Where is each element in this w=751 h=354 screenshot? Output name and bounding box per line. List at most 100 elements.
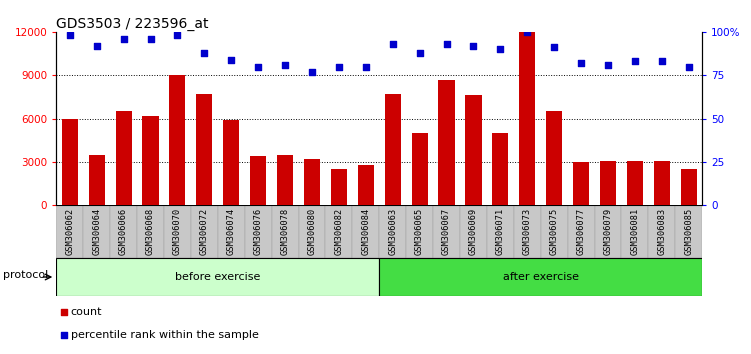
Text: GSM306062: GSM306062 — [65, 208, 74, 255]
Bar — [330, 169, 347, 205]
Bar — [164, 205, 191, 258]
Bar — [137, 205, 164, 258]
Text: GSM306067: GSM306067 — [442, 208, 451, 255]
Text: GSM306069: GSM306069 — [469, 208, 478, 255]
Text: GSM306066: GSM306066 — [119, 208, 128, 255]
Bar — [110, 205, 137, 258]
Bar — [514, 205, 541, 258]
Bar — [299, 205, 325, 258]
Bar — [83, 205, 110, 258]
Bar — [568, 205, 595, 258]
Text: GSM306063: GSM306063 — [388, 208, 397, 255]
Point — [656, 58, 668, 64]
Point — [441, 41, 453, 47]
Bar — [325, 205, 352, 258]
Point — [306, 69, 318, 75]
Bar — [304, 159, 320, 205]
Bar — [218, 205, 245, 258]
Point — [225, 57, 237, 62]
Bar — [277, 155, 293, 205]
Text: GSM306076: GSM306076 — [254, 208, 263, 255]
Text: GDS3503 / 223596_at: GDS3503 / 223596_at — [56, 17, 209, 31]
Text: GSM306064: GSM306064 — [92, 208, 101, 255]
Text: count: count — [71, 307, 102, 318]
Bar — [223, 120, 240, 205]
Bar — [675, 205, 702, 258]
Bar — [573, 162, 589, 205]
Bar — [56, 205, 83, 258]
Bar — [379, 258, 702, 296]
Text: GSM306065: GSM306065 — [415, 208, 424, 255]
Bar — [385, 94, 401, 205]
Bar — [272, 205, 299, 258]
Bar — [600, 160, 616, 205]
Text: after exercise: after exercise — [502, 272, 579, 282]
Point — [58, 309, 70, 315]
Text: GSM306078: GSM306078 — [281, 208, 290, 255]
Text: GSM306082: GSM306082 — [334, 208, 343, 255]
Text: GSM306077: GSM306077 — [577, 208, 586, 255]
Text: GSM306068: GSM306068 — [146, 208, 155, 255]
Bar — [250, 156, 266, 205]
Bar — [143, 116, 158, 205]
Point — [629, 58, 641, 64]
Text: protocol: protocol — [3, 270, 48, 280]
Text: percentile rank within the sample: percentile rank within the sample — [71, 330, 258, 341]
Point — [58, 333, 70, 338]
Bar — [412, 133, 428, 205]
Bar — [379, 205, 406, 258]
Bar — [487, 205, 514, 258]
Text: GSM306079: GSM306079 — [604, 208, 613, 255]
Point — [683, 64, 695, 69]
Bar — [406, 205, 433, 258]
Bar — [546, 112, 562, 205]
Text: GSM306074: GSM306074 — [227, 208, 236, 255]
Point — [91, 43, 103, 48]
Text: GSM306073: GSM306073 — [523, 208, 532, 255]
Point — [333, 64, 345, 69]
Point — [602, 62, 614, 68]
Bar — [433, 205, 460, 258]
Text: GSM306081: GSM306081 — [630, 208, 639, 255]
Bar — [56, 258, 379, 296]
Point — [118, 36, 130, 42]
Bar — [466, 96, 481, 205]
Bar — [648, 205, 675, 258]
Text: GSM306084: GSM306084 — [361, 208, 370, 255]
Bar — [541, 205, 568, 258]
Point — [252, 64, 264, 69]
Bar — [460, 205, 487, 258]
Text: GSM306080: GSM306080 — [307, 208, 316, 255]
Point — [64, 33, 76, 38]
Bar — [89, 155, 105, 205]
Point — [144, 36, 156, 42]
Bar — [627, 160, 643, 205]
Bar — [595, 205, 622, 258]
Text: GSM306070: GSM306070 — [173, 208, 182, 255]
Point — [467, 43, 479, 48]
Point — [279, 62, 291, 68]
Bar — [170, 75, 185, 205]
Point — [360, 64, 372, 69]
Point — [171, 33, 183, 38]
Bar — [191, 205, 218, 258]
Text: before exercise: before exercise — [175, 272, 261, 282]
Point — [198, 50, 210, 56]
Text: GSM306075: GSM306075 — [550, 208, 559, 255]
Text: GSM306085: GSM306085 — [684, 208, 693, 255]
Text: GSM306071: GSM306071 — [496, 208, 505, 255]
Bar — [519, 32, 535, 205]
Bar — [622, 205, 648, 258]
Point — [521, 29, 533, 35]
Point — [575, 60, 587, 66]
Bar — [196, 94, 213, 205]
Bar — [62, 119, 78, 205]
Point — [494, 46, 506, 52]
Point — [414, 50, 426, 56]
Text: GSM306072: GSM306072 — [200, 208, 209, 255]
Bar — [116, 112, 131, 205]
Bar — [245, 205, 272, 258]
Text: GSM306083: GSM306083 — [657, 208, 666, 255]
Bar — [653, 160, 670, 205]
Bar — [493, 133, 508, 205]
